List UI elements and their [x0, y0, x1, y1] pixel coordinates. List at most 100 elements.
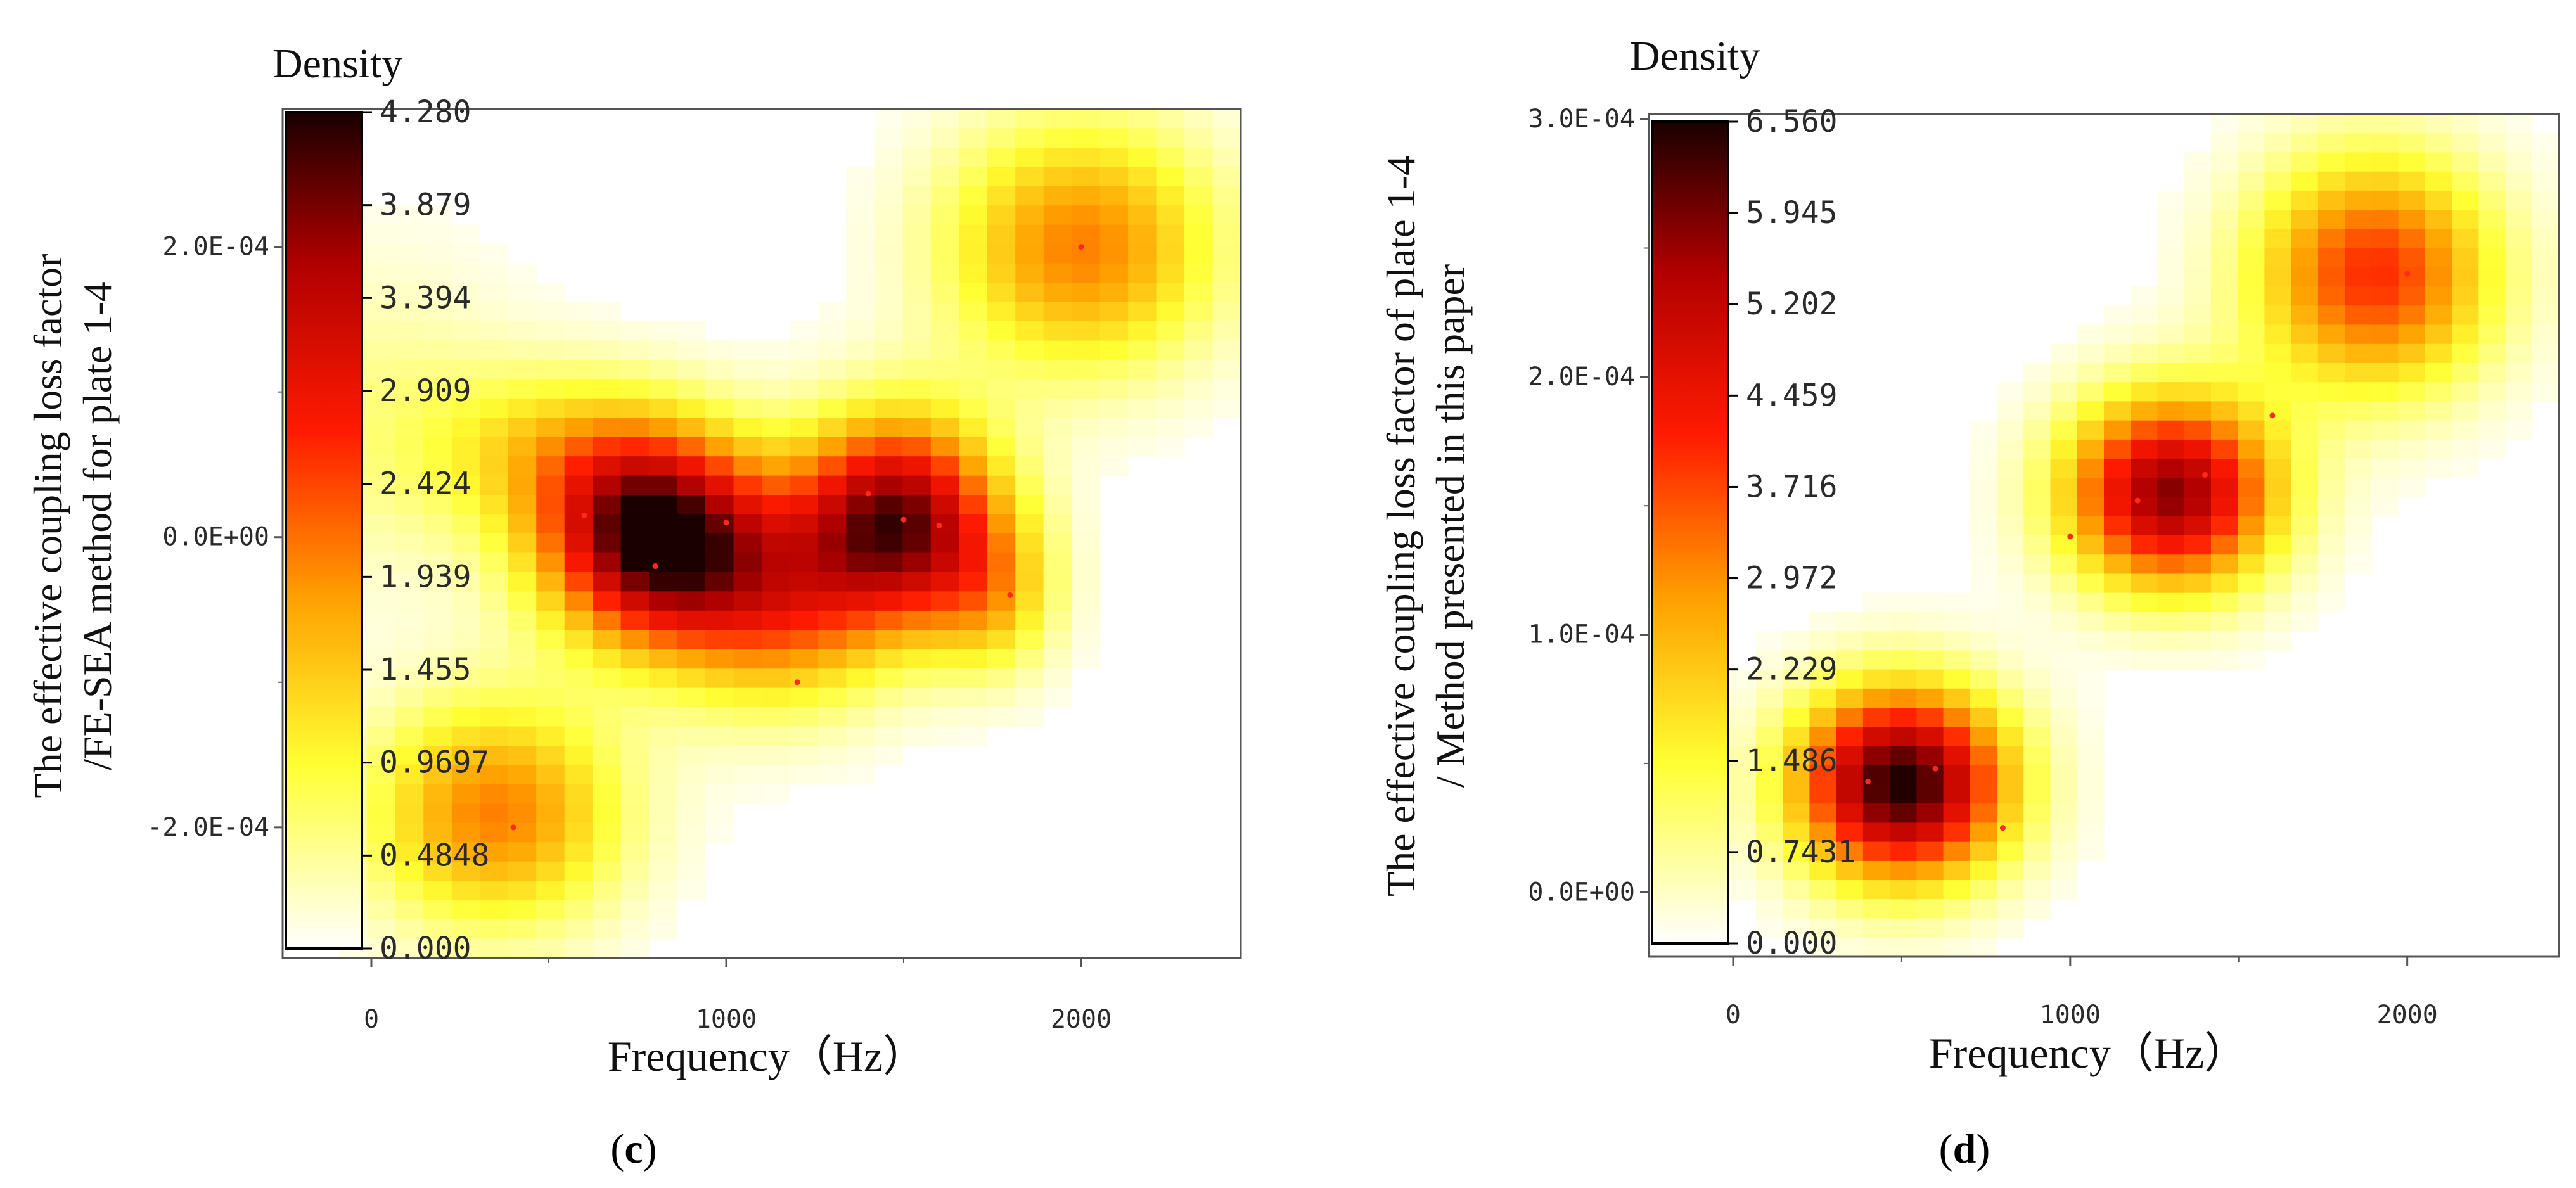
heat-cell: [480, 302, 509, 322]
heat-cell: [367, 321, 396, 342]
heat-cell: [1156, 128, 1185, 148]
heat-cell: [1015, 263, 1044, 283]
heat-cell: [536, 456, 565, 476]
heat-cell: [620, 938, 650, 959]
heat-cell: [1099, 224, 1129, 245]
x-tick-label: 1000: [2040, 1000, 2101, 1030]
heat-cell: [1729, 708, 1757, 727]
heat-cell: [930, 321, 959, 342]
heat-cell: [1015, 147, 1044, 167]
heat-cell: [846, 456, 875, 476]
heat-cell: [2104, 420, 2131, 440]
heat-cell: [451, 263, 480, 283]
heat-cell: [2532, 324, 2560, 345]
heat-cell: [451, 340, 480, 361]
colorbar-d: [1651, 120, 1729, 945]
heat-cell: [2050, 362, 2078, 383]
heat-cell: [1128, 147, 1157, 167]
heat-cell: [705, 765, 734, 785]
heat-cell: [1997, 592, 2024, 613]
heat-cell: [959, 340, 988, 361]
heat-cell: [874, 475, 903, 495]
heat-cell: [451, 610, 480, 630]
heat-cell: [649, 418, 678, 438]
heat-cell: [536, 746, 565, 766]
heat-cell: [790, 379, 819, 399]
heat-cell: [508, 784, 537, 804]
heat-cell: [2077, 439, 2105, 459]
heat-cell: [2023, 803, 2051, 824]
heat-cell: [959, 398, 988, 418]
heat-cell: [451, 379, 480, 399]
heat-cell: [395, 418, 424, 438]
heat-cell: [1212, 340, 1241, 361]
heat-cell: [2077, 765, 2105, 785]
heat-cell: [620, 533, 650, 554]
heat-cell: [1128, 186, 1157, 206]
heat-cell: [2184, 592, 2212, 613]
heat-cell: [2157, 459, 2185, 478]
heat-cell: [1970, 708, 1997, 727]
heat-cell: [874, 398, 903, 418]
heat-cell: [1212, 244, 1241, 264]
heat-cell: [1072, 630, 1101, 650]
heat-cell: [508, 919, 537, 940]
heat-cell: [2131, 592, 2158, 613]
heat-cell: [677, 418, 706, 438]
heat-cell: [1072, 167, 1101, 187]
heat-cell: [2050, 497, 2078, 517]
y-axis-label-c-line2: /FE-SEA method for plate 1-4: [75, 281, 120, 770]
heat-cell: [2291, 190, 2319, 210]
heat-cell: [1015, 514, 1044, 534]
heat-cell: [1015, 572, 1044, 592]
y-axis-label-d-line1: The effective coupling loss factor of pl…: [1378, 155, 1423, 897]
heat-cell: [423, 572, 452, 592]
heat-cell: [2371, 459, 2399, 478]
heat-cell: [2184, 210, 2212, 229]
heat-cell: [1072, 398, 1101, 418]
data-point: [581, 512, 587, 518]
heat-cell: [2291, 286, 2319, 306]
heat-cell: [593, 938, 622, 959]
heat-cell: [733, 398, 762, 418]
heat-cell: [902, 572, 932, 592]
heat-cell: [593, 340, 622, 361]
heat-cell: [902, 707, 932, 727]
heat-cell: [2371, 420, 2399, 440]
heat-cell: [1997, 765, 2024, 785]
heat-cell: [451, 784, 480, 804]
y-ticks-d: 0.0E+001.0E-042.0E-043.0E-04: [1528, 105, 1649, 907]
heat-cell: [1783, 803, 1810, 824]
colorbar-tick-label: 3.716: [1746, 469, 1838, 504]
heat-cell: [705, 495, 734, 515]
heat-cell: [1862, 708, 1890, 727]
heat-cell: [423, 687, 452, 708]
heat-cell: [2478, 133, 2506, 153]
colorbar-tick-label: 2.229: [1746, 652, 1838, 687]
heat-cell: [2157, 611, 2185, 632]
heat-cell: [451, 919, 480, 940]
heat-cell: [987, 495, 1016, 515]
heat-cell: [593, 746, 622, 766]
heat-cell: [1836, 708, 1864, 727]
heat-cell: [930, 514, 959, 534]
heat-cell: [1970, 880, 1997, 900]
heat-cell: [2317, 171, 2345, 191]
heat-cell: [620, 668, 650, 689]
heat-cell: [367, 610, 396, 630]
heat-cell: [2077, 822, 2105, 843]
heat-cell: [677, 495, 706, 515]
heat-cell: [902, 514, 932, 534]
heat-cell: [2291, 497, 2319, 517]
heat-cell: [367, 572, 396, 592]
heat-cell: [1072, 437, 1101, 457]
heat-cell: [902, 205, 932, 226]
heat-cell: [564, 668, 593, 689]
heat-cell: [1809, 727, 1837, 747]
heat-cell: [649, 803, 678, 824]
x-ticks-c: 0 1000 2000: [364, 958, 1112, 1034]
heat-cell: [395, 437, 424, 457]
heat-cell: [1043, 128, 1072, 148]
heat-cell: [2317, 459, 2345, 478]
heat-cell: [2238, 152, 2265, 172]
